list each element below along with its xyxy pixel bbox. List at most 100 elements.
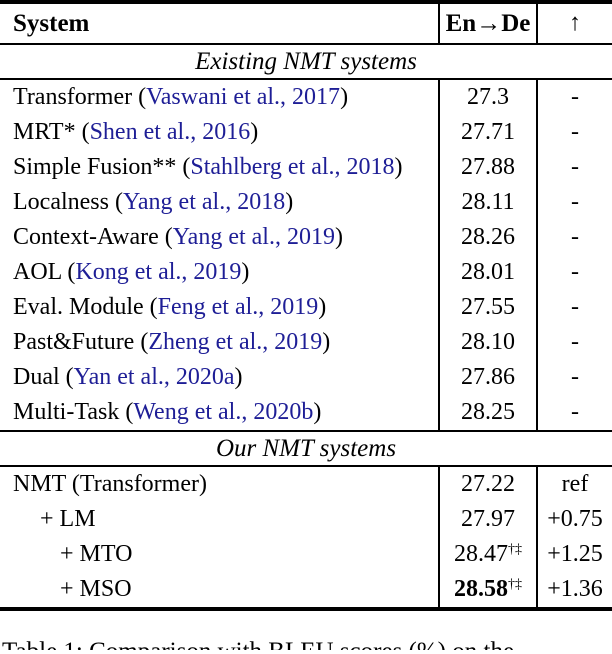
table-row: Eval. Module (Feng et al., 2019) 27.55 - [0, 290, 612, 325]
section-bottom-rule [0, 430, 612, 432]
score-value: 28.10 [461, 329, 515, 355]
section-label: Existing NMT systems [195, 47, 417, 75]
header-bottom-rule [0, 43, 612, 45]
citation-link[interactable]: Shen et al., 2016 [89, 119, 251, 145]
delta-cell: - [571, 329, 579, 355]
table-row: MRT* (Shen et al., 2016) 27.71 - [0, 115, 612, 150]
score-wrap: 27.55 [461, 294, 515, 321]
system-header-label: System [13, 9, 90, 37]
score-wrap: 28.47†‡ [454, 541, 522, 568]
delta-cell: - [571, 224, 579, 250]
system-name: Localness ( [13, 189, 123, 215]
system-name: MRT* ( [13, 119, 90, 145]
delta-cell: - [571, 154, 579, 180]
system-cell: + LM [0, 502, 438, 537]
section-rows: Transformer (Vaswani et al., 2017) 27.3- M… [0, 80, 612, 430]
table-row: Localness (Yang et al., 2018) 28.11 - [0, 185, 612, 220]
citation-link[interactable]: Feng et al., 2019 [157, 294, 319, 320]
score-value: 28.58 [454, 576, 508, 602]
citation-link[interactable]: Kong et al., 2019 [75, 259, 242, 285]
score-cell: 27.22 [438, 467, 538, 502]
citation-link[interactable]: Yang et al., 2019 [172, 224, 335, 250]
score-value: 28.47 [454, 541, 508, 567]
citation-link[interactable]: Stahlberg et al., 2018 [190, 154, 395, 180]
score-cell: 27.71 [438, 115, 538, 150]
score-cell: 28.26 [438, 220, 538, 255]
score-cell: 28.25 [438, 395, 538, 430]
system-name: + MTO [60, 541, 133, 567]
score-superscript: †‡ [508, 542, 522, 557]
delta-cell: +0.75 [547, 506, 603, 532]
score-wrap: 28.01 [461, 259, 515, 286]
column-header-improvement: ↑ [538, 4, 612, 43]
system-name: Eval. Module ( [13, 294, 158, 320]
citation-link[interactable]: Weng et al., 2020b [133, 399, 314, 425]
table-body: Existing NMT systems Transformer (Vaswani… [0, 45, 612, 607]
table-row: Transformer (Vaswani et al., 2017) 27.3 - [0, 80, 612, 115]
delta-cell: - [571, 119, 579, 145]
table-row: + LM 27.97 +0.75 [0, 502, 612, 537]
score-wrap: 28.25 [461, 399, 515, 426]
citation-link[interactable]: Vaswani et al., 2017 [146, 84, 341, 110]
score-wrap: 28.26 [461, 224, 515, 251]
score-value: 27.97 [461, 506, 515, 532]
ende-header-label: En→De [445, 9, 531, 37]
score-wrap: 27.86 [461, 364, 515, 391]
table-row: + MTO 28.47†‡ +1.25 [0, 537, 612, 572]
score-value: 27.71 [461, 119, 515, 145]
caption-spacer [0, 611, 612, 636]
system-name: + MSO [60, 576, 132, 602]
score-cell: 28.47†‡ [438, 537, 538, 572]
closing-paren: ) [334, 224, 343, 250]
closing-paren: ) [250, 119, 259, 145]
citation-link[interactable]: Zheng et al., 2019 [148, 329, 323, 355]
table-row: Past&Future (Zheng et al., 2019) 28.10 - [0, 325, 612, 360]
closing-paren: ) [340, 84, 349, 110]
delta-cell: ref [561, 471, 589, 497]
system-cell: Dual (Yan et al., 2020a) [0, 360, 438, 395]
delta-cell: +1.36 [547, 576, 603, 602]
system-cell: AOL (Kong et al., 2019) [0, 255, 438, 290]
score-value: 28.26 [461, 224, 515, 250]
system-cell: + MTO [0, 537, 438, 572]
system-name: Multi-Task ( [13, 399, 134, 425]
system-cell: Eval. Module (Feng et al., 2019) [0, 290, 438, 325]
table-row: NMT (Transformer) 27.22 ref [0, 467, 612, 502]
score-cell: 27.55 [438, 290, 538, 325]
score-cell: 27.88 [438, 150, 538, 185]
closing-paren: ) [318, 294, 327, 320]
system-cell: Simple Fusion** (Stahlberg et al., 2018) [0, 150, 438, 185]
table-caption: Table 1: Comparison with BLEU scores (%)… [0, 636, 612, 650]
section-label: Our NMT systems [215, 434, 397, 462]
score-cell: 27.3 [438, 80, 538, 115]
score-wrap: 28.10 [461, 329, 515, 356]
header-row: System En→De ↑ [0, 4, 612, 43]
delta-cell: - [571, 84, 579, 110]
delta-cell: - [571, 189, 579, 215]
system-name: Simple Fusion** ( [13, 154, 191, 180]
system-cell: Transformer (Vaswani et al., 2017) [0, 80, 438, 115]
score-value: 27.3 [467, 84, 509, 110]
citation-link[interactable]: Yang et al., 2018 [122, 189, 286, 215]
delta-cell: - [571, 294, 579, 320]
score-value: 27.55 [461, 294, 515, 320]
delta-cell: - [571, 399, 579, 425]
system-name: + LM [40, 506, 96, 532]
system-name: Context-Aware ( [13, 224, 173, 250]
system-cell: MRT* (Shen et al., 2016) [0, 115, 438, 150]
table-row: Multi-Task (Weng et al., 2020b) 28.25 - [0, 395, 612, 430]
table-row: Context-Aware (Yang et al., 2019) 28.26 - [0, 220, 612, 255]
score-wrap: 28.11 [461, 189, 514, 216]
up-arrow-icon: ↑ [569, 10, 581, 36]
section-rows: NMT (Transformer) 27.22 ref + LM 27.97 +0.75 +… [0, 467, 612, 607]
bottom-rule [0, 607, 612, 611]
table-row: + MSO 28.58†‡ +1.36 [0, 572, 612, 607]
system-name: NMT (Transformer) [13, 471, 207, 497]
score-value: 27.86 [461, 364, 515, 390]
score-wrap: 27.3 [467, 84, 509, 111]
score-value: 28.11 [461, 189, 515, 215]
score-cell: 28.01 [438, 255, 538, 290]
system-name: Dual ( [13, 364, 74, 390]
citation-link[interactable]: Yan et al., 2020a [73, 364, 235, 390]
